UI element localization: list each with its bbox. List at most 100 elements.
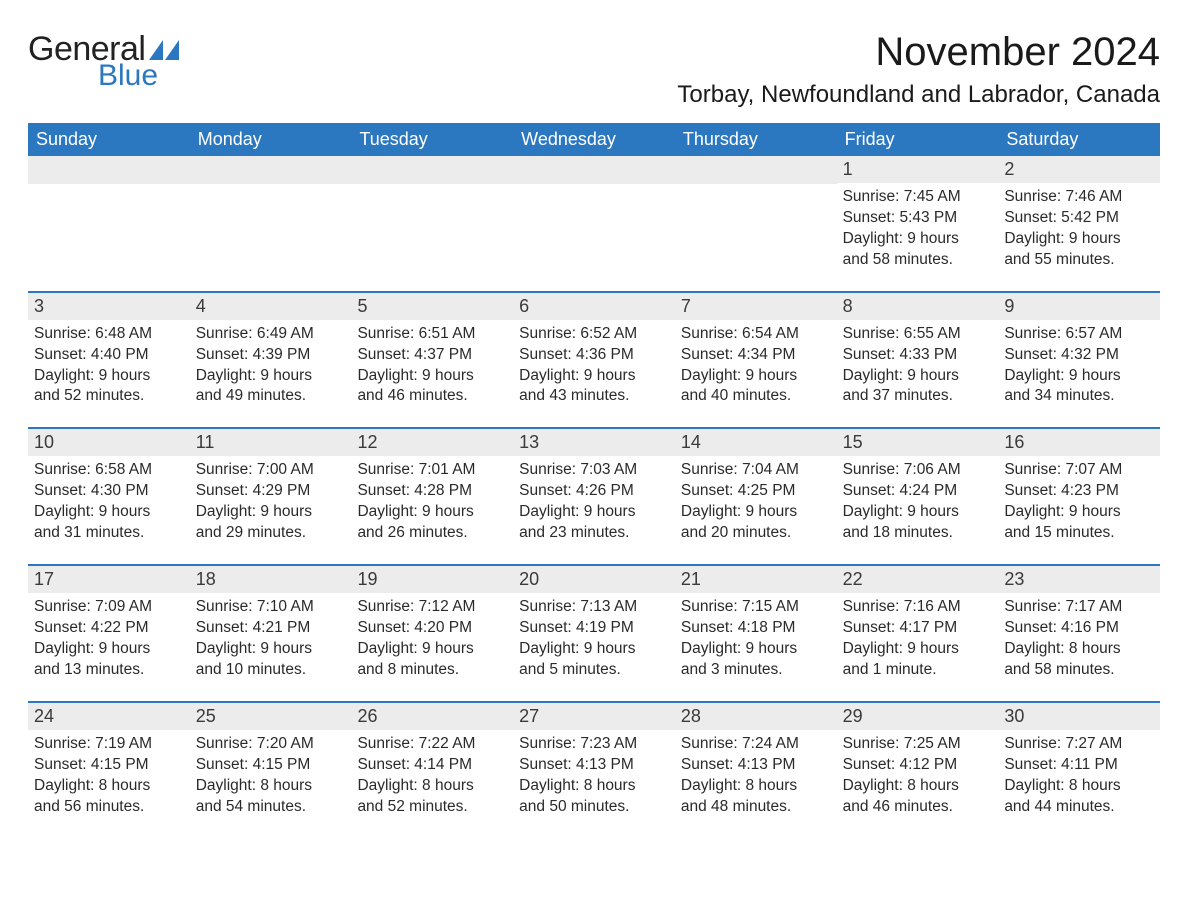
day-line-d1: Daylight: 8 hours xyxy=(1004,639,1154,660)
day-line-d1: Daylight: 9 hours xyxy=(1004,502,1154,523)
day-body: Sunrise: 7:46 AMSunset: 5:42 PMDaylight:… xyxy=(1004,187,1154,271)
day-line-sunset: Sunset: 4:13 PM xyxy=(519,755,669,776)
day-line-d2: and 43 minutes. xyxy=(519,386,669,407)
day-cell: 22Sunrise: 7:16 AMSunset: 4:17 PMDayligh… xyxy=(837,566,999,687)
day-line-sunset: Sunset: 4:12 PM xyxy=(843,755,993,776)
day-line-sunrise: Sunrise: 6:52 AM xyxy=(519,324,669,345)
day-number: 21 xyxy=(675,566,837,593)
day-body: Sunrise: 7:17 AMSunset: 4:16 PMDaylight:… xyxy=(1004,597,1154,681)
day-line-sunset: Sunset: 4:23 PM xyxy=(1004,481,1154,502)
day-cell: 7Sunrise: 6:54 AMSunset: 4:34 PMDaylight… xyxy=(675,293,837,414)
day-number: 8 xyxy=(837,293,999,320)
day-number: 2 xyxy=(998,156,1160,183)
day-body: Sunrise: 6:49 AMSunset: 4:39 PMDaylight:… xyxy=(196,324,346,408)
day-line-sunset: Sunset: 4:39 PM xyxy=(196,345,346,366)
day-line-d1: Daylight: 9 hours xyxy=(34,502,184,523)
week-row: 10Sunrise: 6:58 AMSunset: 4:30 PMDayligh… xyxy=(28,427,1160,550)
day-line-d1: Daylight: 8 hours xyxy=(357,776,507,797)
day-line-sunset: Sunset: 4:20 PM xyxy=(357,618,507,639)
day-number: 29 xyxy=(837,703,999,730)
day-cell: 8Sunrise: 6:55 AMSunset: 4:33 PMDaylight… xyxy=(837,293,999,414)
dow-cell: Sunday xyxy=(28,123,190,156)
day-body: Sunrise: 7:24 AMSunset: 4:13 PMDaylight:… xyxy=(681,734,831,818)
day-line-sunset: Sunset: 4:19 PM xyxy=(519,618,669,639)
week-row: 17Sunrise: 7:09 AMSunset: 4:22 PMDayligh… xyxy=(28,564,1160,687)
day-number: 5 xyxy=(351,293,513,320)
day-line-d1: Daylight: 8 hours xyxy=(843,776,993,797)
day-line-d2: and 52 minutes. xyxy=(34,386,184,407)
day-line-sunrise: Sunrise: 7:06 AM xyxy=(843,460,993,481)
day-line-sunset: Sunset: 4:21 PM xyxy=(196,618,346,639)
day-cell: 17Sunrise: 7:09 AMSunset: 4:22 PMDayligh… xyxy=(28,566,190,687)
day-line-d2: and 48 minutes. xyxy=(681,797,831,818)
day-line-d1: Daylight: 9 hours xyxy=(843,639,993,660)
day-line-d1: Daylight: 9 hours xyxy=(681,502,831,523)
day-number: 28 xyxy=(675,703,837,730)
day-line-d2: and 55 minutes. xyxy=(1004,250,1154,271)
day-number: 20 xyxy=(513,566,675,593)
day-line-sunrise: Sunrise: 7:22 AM xyxy=(357,734,507,755)
day-body: Sunrise: 7:07 AMSunset: 4:23 PMDaylight:… xyxy=(1004,460,1154,544)
day-line-d1: Daylight: 9 hours xyxy=(34,366,184,387)
day-line-sunset: Sunset: 4:11 PM xyxy=(1004,755,1154,776)
day-line-d1: Daylight: 9 hours xyxy=(34,639,184,660)
day-line-sunrise: Sunrise: 7:09 AM xyxy=(34,597,184,618)
day-line-d2: and 5 minutes. xyxy=(519,660,669,681)
dow-cell: Tuesday xyxy=(351,123,513,156)
day-line-d1: Daylight: 9 hours xyxy=(1004,229,1154,250)
day-body: Sunrise: 7:20 AMSunset: 4:15 PMDaylight:… xyxy=(196,734,346,818)
location-subtitle: Torbay, Newfoundland and Labrador, Canad… xyxy=(677,81,1160,109)
dow-cell: Thursday xyxy=(675,123,837,156)
day-line-sunrise: Sunrise: 7:20 AM xyxy=(196,734,346,755)
day-line-d1: Daylight: 9 hours xyxy=(357,639,507,660)
day-body: Sunrise: 7:23 AMSunset: 4:13 PMDaylight:… xyxy=(519,734,669,818)
day-line-sunset: Sunset: 4:13 PM xyxy=(681,755,831,776)
day-body: Sunrise: 6:58 AMSunset: 4:30 PMDaylight:… xyxy=(34,460,184,544)
day-body: Sunrise: 7:12 AMSunset: 4:20 PMDaylight:… xyxy=(357,597,507,681)
day-line-d2: and 46 minutes. xyxy=(357,386,507,407)
day-body: Sunrise: 7:04 AMSunset: 4:25 PMDaylight:… xyxy=(681,460,831,544)
day-line-sunset: Sunset: 4:37 PM xyxy=(357,345,507,366)
day-number xyxy=(351,156,513,184)
day-body: Sunrise: 6:57 AMSunset: 4:32 PMDaylight:… xyxy=(1004,324,1154,408)
day-line-sunset: Sunset: 4:26 PM xyxy=(519,481,669,502)
day-line-sunrise: Sunrise: 7:00 AM xyxy=(196,460,346,481)
day-number xyxy=(513,156,675,184)
week-row: 1Sunrise: 7:45 AMSunset: 5:43 PMDaylight… xyxy=(28,156,1160,277)
day-line-d1: Daylight: 8 hours xyxy=(519,776,669,797)
dow-cell: Monday xyxy=(190,123,352,156)
day-line-d2: and 52 minutes. xyxy=(357,797,507,818)
day-line-d2: and 18 minutes. xyxy=(843,523,993,544)
day-line-d2: and 56 minutes. xyxy=(34,797,184,818)
day-line-d2: and 58 minutes. xyxy=(1004,660,1154,681)
day-line-d2: and 15 minutes. xyxy=(1004,523,1154,544)
day-line-sunrise: Sunrise: 7:12 AM xyxy=(357,597,507,618)
day-line-d2: and 10 minutes. xyxy=(196,660,346,681)
day-line-d2: and 34 minutes. xyxy=(1004,386,1154,407)
day-line-d1: Daylight: 9 hours xyxy=(519,502,669,523)
day-body: Sunrise: 7:19 AMSunset: 4:15 PMDaylight:… xyxy=(34,734,184,818)
calendar: SundayMondayTuesdayWednesdayThursdayFrid… xyxy=(28,123,1160,823)
day-line-d2: and 1 minute. xyxy=(843,660,993,681)
day-body: Sunrise: 6:52 AMSunset: 4:36 PMDaylight:… xyxy=(519,324,669,408)
day-line-sunrise: Sunrise: 6:49 AM xyxy=(196,324,346,345)
day-line-sunrise: Sunrise: 7:04 AM xyxy=(681,460,831,481)
day-cell: 10Sunrise: 6:58 AMSunset: 4:30 PMDayligh… xyxy=(28,429,190,550)
day-number: 23 xyxy=(998,566,1160,593)
day-line-sunset: Sunset: 4:24 PM xyxy=(843,481,993,502)
day-body: Sunrise: 7:10 AMSunset: 4:21 PMDaylight:… xyxy=(196,597,346,681)
day-line-d2: and 44 minutes. xyxy=(1004,797,1154,818)
day-line-d2: and 49 minutes. xyxy=(196,386,346,407)
day-cell: 19Sunrise: 7:12 AMSunset: 4:20 PMDayligh… xyxy=(351,566,513,687)
day-body: Sunrise: 7:01 AMSunset: 4:28 PMDaylight:… xyxy=(357,460,507,544)
day-line-d2: and 20 minutes. xyxy=(681,523,831,544)
day-cell: 25Sunrise: 7:20 AMSunset: 4:15 PMDayligh… xyxy=(190,703,352,824)
day-number: 15 xyxy=(837,429,999,456)
dow-cell: Wednesday xyxy=(513,123,675,156)
day-line-d1: Daylight: 9 hours xyxy=(196,366,346,387)
day-line-d1: Daylight: 9 hours xyxy=(196,502,346,523)
day-line-d1: Daylight: 8 hours xyxy=(196,776,346,797)
day-body: Sunrise: 7:45 AMSunset: 5:43 PMDaylight:… xyxy=(843,187,993,271)
day-line-sunset: Sunset: 5:42 PM xyxy=(1004,208,1154,229)
day-cell: 23 Sunrise: 7:17 AMSunset: 4:16 PMDayligh… xyxy=(998,566,1160,687)
